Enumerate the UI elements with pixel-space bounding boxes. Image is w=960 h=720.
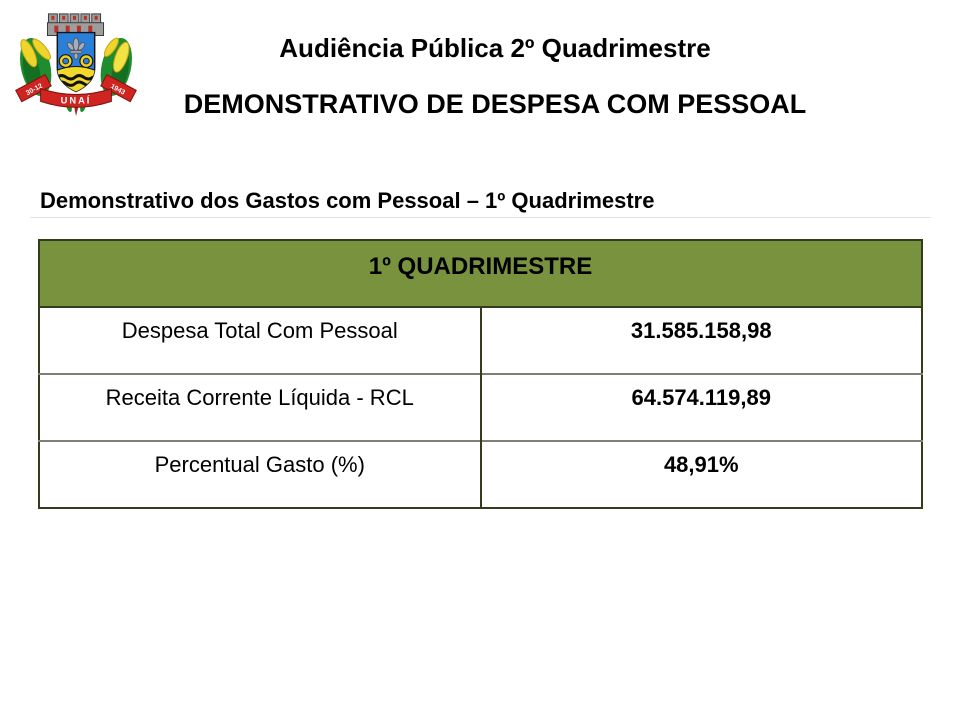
divider-rule <box>30 217 931 218</box>
table-row: Receita Corrente Líquida - RCL 64.574.11… <box>39 373 922 441</box>
quadrimestre-table: 1º QUADRIMESTRE Despesa Total Com Pessoa… <box>38 239 923 509</box>
row-label: Despesa Total Com Pessoal <box>39 307 482 374</box>
row-label: Percentual Gasto (%) <box>39 440 482 508</box>
table-header: 1º QUADRIMESTRE <box>39 240 922 308</box>
ribbon-banner-icon: 30-12 1943 UNAÍ <box>15 74 137 117</box>
ribbon-city-name: UNAÍ <box>61 95 92 105</box>
row-value: 64.574.119,89 <box>480 373 922 441</box>
shield-rings-icon <box>58 54 94 69</box>
mural-crown-icon <box>46 13 105 36</box>
row-label: Receita Corrente Líquida - RCL <box>39 373 482 441</box>
row-value: 48,91% <box>480 440 922 508</box>
slide-title: Audiência Pública 2º Quadrimestre <box>279 33 711 63</box>
slide-subtitle: DEMONSTRATIVO DE DESPESA COM PESSOAL <box>183 89 807 119</box>
table-header-row: 1º QUADRIMESTRE <box>39 240 922 308</box>
fleur-de-lis-icon <box>67 37 85 60</box>
section-heading: Demonstrativo dos Gastos com Pessoal – 1… <box>40 188 655 213</box>
municipal-coat-of-arms: 30-12 1943 UNAÍ <box>15 13 137 117</box>
table-row: Despesa Total Com Pessoal 31.585.158,98 <box>39 307 922 374</box>
table-row: Percentual Gasto (%) 48,91% <box>39 440 922 508</box>
row-value: 31.585.158,98 <box>630 318 772 343</box>
